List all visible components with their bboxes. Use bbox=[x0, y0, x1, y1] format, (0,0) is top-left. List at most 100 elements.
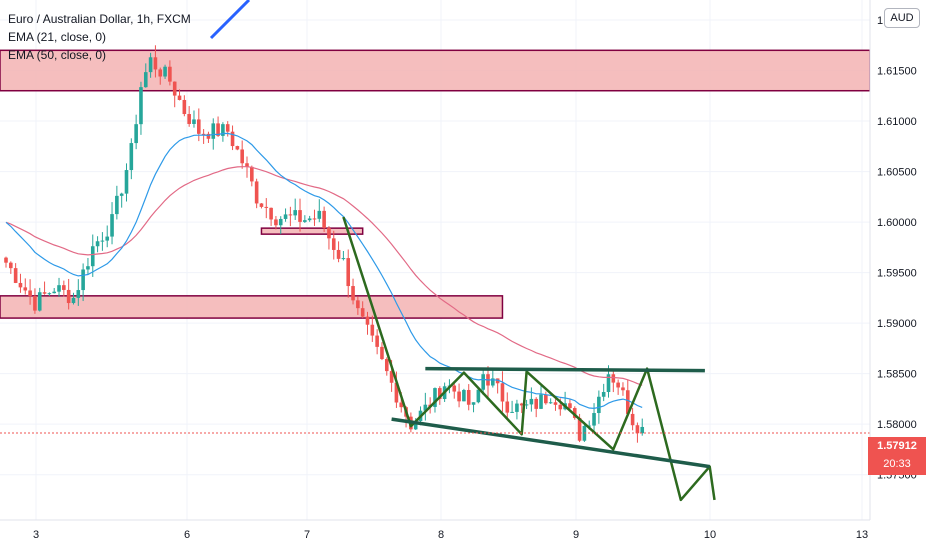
candle-body bbox=[62, 285, 66, 290]
time-tick-label: 9 bbox=[573, 529, 579, 541]
candle-body bbox=[307, 218, 312, 221]
candle-body bbox=[413, 421, 418, 430]
candle-body bbox=[365, 316, 370, 325]
drawn-trend-line[interactable] bbox=[209, 0, 251, 40]
candle-body bbox=[548, 402, 553, 404]
candle-body bbox=[621, 387, 625, 391]
price-tick-label: 1.60500 bbox=[877, 167, 917, 179]
current-price-tag: 1.57912 20:33 bbox=[868, 437, 926, 475]
candle-body bbox=[13, 268, 18, 283]
candle-body bbox=[33, 296, 37, 311]
candle-body bbox=[587, 425, 592, 427]
candle-body bbox=[115, 195, 119, 215]
ema-50-line bbox=[5, 166, 643, 386]
candle-body bbox=[534, 398, 538, 409]
candle-body bbox=[52, 291, 56, 294]
ema50-legend[interactable]: EMA (50, close, 0) bbox=[8, 48, 107, 62]
candle-body bbox=[139, 87, 143, 125]
candle-body bbox=[462, 389, 466, 402]
candle-body bbox=[90, 246, 95, 267]
candle-body bbox=[197, 119, 201, 134]
price-tick-label: 1.59000 bbox=[877, 318, 917, 330]
candle-body bbox=[312, 218, 317, 220]
candle-body bbox=[452, 385, 457, 392]
candle-body bbox=[153, 57, 158, 70]
candlestick-series bbox=[4, 45, 645, 443]
candle-body bbox=[182, 99, 187, 115]
ema21-legend[interactable]: EMA (21, close, 0) bbox=[8, 30, 107, 44]
candle-body bbox=[274, 219, 278, 226]
candle-body bbox=[47, 293, 52, 295]
time-tick-label: 7 bbox=[304, 529, 310, 541]
price-tick-label: 1.61000 bbox=[877, 116, 917, 128]
candle-body bbox=[510, 411, 514, 413]
candle-body bbox=[303, 220, 307, 222]
candle-body bbox=[577, 417, 582, 441]
candle-body bbox=[81, 269, 85, 291]
candle-body bbox=[206, 133, 211, 139]
candle-body bbox=[529, 398, 534, 405]
candle-body bbox=[187, 114, 191, 124]
candle-body bbox=[129, 143, 134, 171]
supply-demand-zones[interactable] bbox=[0, 49, 871, 319]
current-price-value: 1.57912 bbox=[877, 440, 917, 452]
candle-body bbox=[384, 359, 389, 372]
time-tick-label: 10 bbox=[704, 529, 716, 541]
candle-body bbox=[269, 207, 273, 220]
candle-body bbox=[423, 404, 428, 411]
candle-body bbox=[481, 374, 485, 390]
price-tick-label: 1.58500 bbox=[877, 369, 917, 381]
candle-body bbox=[105, 236, 110, 241]
candle-body bbox=[110, 214, 114, 237]
candle-body bbox=[119, 193, 124, 196]
time-axis[interactable]: 3 6 7 8 9 10 13 bbox=[0, 519, 870, 541]
pattern-drawings[interactable] bbox=[342, 216, 716, 502]
candle-body bbox=[433, 388, 437, 407]
candle-body bbox=[259, 203, 264, 207]
candle-body bbox=[254, 181, 259, 204]
candle-body bbox=[327, 228, 331, 239]
candle-body bbox=[283, 214, 288, 219]
price-tick-label: 1.59500 bbox=[877, 268, 917, 280]
candle-body bbox=[568, 403, 572, 409]
support-line[interactable] bbox=[391, 417, 710, 469]
candle-body bbox=[288, 214, 293, 216]
price-zone[interactable] bbox=[0, 295, 504, 319]
bar-countdown: 20:33 bbox=[883, 458, 911, 470]
currency-button[interactable]: AUD bbox=[884, 8, 920, 28]
candle-body bbox=[375, 335, 379, 347]
symbol-title[interactable]: Euro / Australian Dollar, 1h, FXCM bbox=[8, 12, 191, 26]
candle-body bbox=[336, 249, 341, 259]
candle-body bbox=[389, 371, 394, 383]
candle-body bbox=[37, 292, 42, 311]
candle-body bbox=[172, 81, 177, 96]
candle-body bbox=[158, 69, 163, 77]
price-tick-label: 1.58000 bbox=[877, 419, 917, 431]
candle-body bbox=[611, 374, 616, 383]
candle-body bbox=[491, 378, 495, 386]
candle-body bbox=[495, 378, 500, 384]
candle-body bbox=[515, 403, 519, 412]
candle-body bbox=[293, 210, 297, 216]
zigzag-pattern[interactable] bbox=[342, 216, 716, 502]
candle-body bbox=[572, 408, 577, 418]
candle-body bbox=[476, 389, 481, 403]
candle-body bbox=[143, 72, 148, 88]
candle-body bbox=[230, 131, 235, 147]
time-tick-label: 13 bbox=[856, 529, 868, 541]
candle-body bbox=[616, 382, 620, 388]
candle-body bbox=[124, 170, 129, 194]
candle-body bbox=[57, 285, 61, 292]
candle-body bbox=[95, 241, 100, 247]
candle-body bbox=[438, 388, 442, 400]
chart-legend: Euro / Australian Dollar, 1h, FXCM EMA (… bbox=[8, 10, 191, 64]
price-zone[interactable] bbox=[260, 227, 364, 235]
candle-body bbox=[331, 238, 336, 250]
candle-body bbox=[148, 57, 153, 73]
resistance-line[interactable] bbox=[425, 366, 705, 373]
candle-body bbox=[601, 392, 606, 397]
candle-body bbox=[278, 218, 283, 226]
candle-body bbox=[558, 404, 563, 410]
candle-body bbox=[235, 146, 240, 150]
